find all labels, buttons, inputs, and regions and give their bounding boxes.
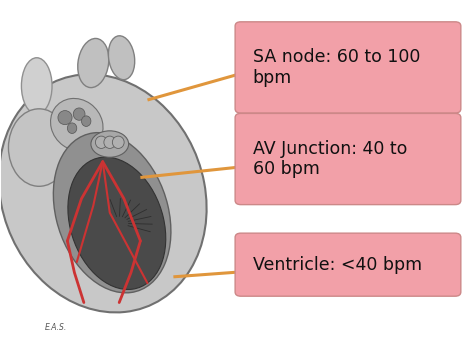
Text: SA node: 60 to 100
bpm: SA node: 60 to 100 bpm <box>253 48 420 87</box>
FancyBboxPatch shape <box>235 233 461 296</box>
Ellipse shape <box>68 157 166 289</box>
Ellipse shape <box>9 109 70 186</box>
Ellipse shape <box>51 98 103 151</box>
Ellipse shape <box>112 136 124 148</box>
Ellipse shape <box>67 123 77 133</box>
Text: AV Junction: 40 to
60 bpm: AV Junction: 40 to 60 bpm <box>253 140 407 179</box>
Ellipse shape <box>73 108 85 120</box>
Ellipse shape <box>0 74 207 312</box>
Ellipse shape <box>104 136 116 148</box>
Ellipse shape <box>21 58 52 114</box>
Ellipse shape <box>91 131 128 157</box>
Ellipse shape <box>82 116 91 126</box>
FancyBboxPatch shape <box>235 22 461 113</box>
Ellipse shape <box>58 110 72 125</box>
Ellipse shape <box>54 133 171 293</box>
Text: Ventricle: <40 bpm: Ventricle: <40 bpm <box>253 256 422 274</box>
Ellipse shape <box>109 36 135 80</box>
Ellipse shape <box>78 38 109 88</box>
Text: E.A.S.: E.A.S. <box>45 323 67 332</box>
Ellipse shape <box>95 136 107 148</box>
FancyBboxPatch shape <box>235 113 461 204</box>
